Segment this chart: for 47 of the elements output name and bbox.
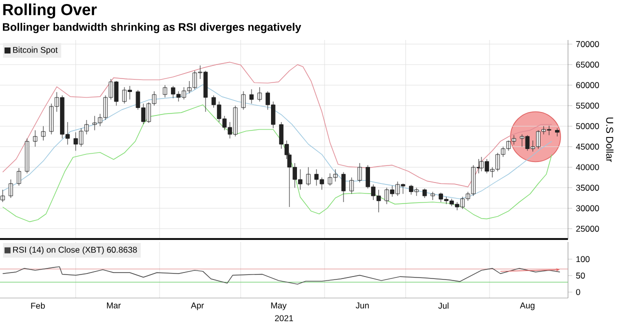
candlestick (341, 172, 346, 202)
x-axis-title: 2021 (275, 315, 294, 322)
candlestick (0, 190, 5, 202)
x-tick-label: Feb (31, 302, 45, 309)
line-series (2, 104, 552, 222)
candlestick (422, 188, 427, 198)
y-tick-label: 35000 (576, 184, 599, 191)
candlestick (162, 84, 168, 98)
line-series (2, 84, 552, 200)
line-series (2, 62, 552, 188)
y-axis-title: U.S Dollar (606, 118, 614, 162)
y-tick-label: 45000 (576, 144, 599, 150)
chart-title: Rolling Over (3, 4, 97, 18)
x-tick-label: Aug (520, 302, 534, 310)
candlestick (16, 168, 22, 186)
candlestick (555, 128, 560, 137)
y-tick-label: 30000 (576, 205, 599, 212)
x-tick-label: Jun (356, 302, 369, 308)
y-tick-label: 70000 (576, 41, 599, 48)
y-tick-label: 65000 (576, 62, 599, 68)
candlestick (349, 177, 354, 194)
candlestick (8, 179, 13, 198)
candlestick (430, 192, 435, 200)
chart-subtitle: Bollinger bandwidth shrinking as RSI diverges negatively (2, 22, 302, 34)
legend-label: RSI (14) on Close (XBT) 60.8638 (13, 246, 137, 254)
y-tick-label: 40000 (576, 164, 599, 170)
candlestick (249, 88, 254, 104)
candlestick (41, 126, 46, 141)
candlestick (358, 162, 362, 183)
y-tick-label: 25000 (576, 226, 599, 232)
candlestick (24, 138, 30, 174)
x-tick-label: Apr (190, 302, 204, 310)
x-tick-label: Mar (106, 302, 121, 308)
y-tick-label: 100 (576, 256, 590, 262)
y-tick-label: 50000 (576, 123, 599, 130)
y-tick-label: 60000 (576, 82, 599, 88)
line-series (2, 266, 560, 285)
x-tick-label: Jul (438, 302, 448, 309)
y-tick-label: 50 (576, 272, 585, 279)
candlestick (241, 91, 246, 110)
candlestick (33, 130, 38, 147)
x-tick-label: May (271, 302, 287, 310)
candlestick (258, 86, 262, 102)
y-tick-label: 55000 (576, 102, 599, 109)
legend-label: Bitcoin Spot (13, 46, 58, 55)
candlestick (306, 166, 310, 186)
y-tick-label: 0 (576, 289, 580, 296)
